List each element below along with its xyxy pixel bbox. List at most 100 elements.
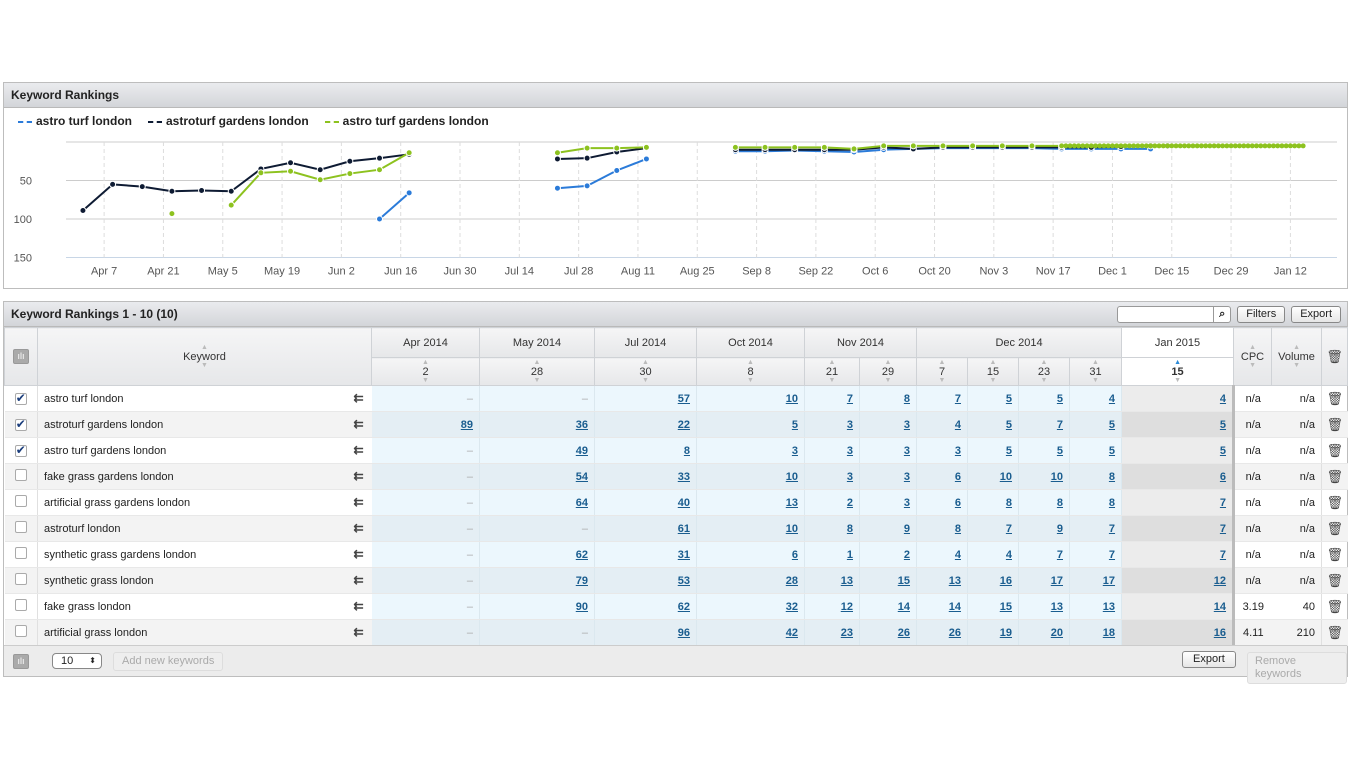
rank-link[interactable]: 8 — [1005, 496, 1012, 509]
row-checkbox[interactable] — [14, 469, 27, 481]
legend-item[interactable]: astro turf gardens london — [324, 114, 489, 128]
rank-link[interactable]: 6 — [954, 470, 961, 483]
trash-icon[interactable]: 🗑 — [1326, 468, 1344, 484]
rank-link[interactable]: 54 — [575, 470, 588, 483]
date-column-header[interactable]: ▲ 7 ▼ — [916, 357, 968, 386]
row-checkbox[interactable]: ✔ — [14, 442, 27, 457]
rank-link[interactable]: 26 — [948, 626, 961, 639]
rank-link[interactable]: 15 — [897, 574, 910, 587]
rank-link[interactable]: 17 — [1050, 574, 1063, 587]
rank-link[interactable]: 2 — [846, 496, 853, 509]
chart-toggle-icon[interactable]: ılı — [13, 349, 29, 364]
footer-export-button[interactable]: Export — [1182, 651, 1236, 668]
rank-link[interactable]: 6 — [954, 496, 961, 509]
rank-link[interactable]: 13 — [1050, 600, 1063, 613]
trash-icon[interactable]: 🗑 — [1326, 494, 1344, 510]
rank-link[interactable]: 10 — [785, 470, 798, 483]
search-icon[interactable]: ⌕ — [1213, 307, 1230, 322]
rank-link[interactable]: 61 — [677, 522, 690, 535]
keyword-search-input[interactable]: ⌕ — [1117, 306, 1232, 323]
row-checkbox[interactable] — [14, 495, 27, 507]
rank-link[interactable]: 62 — [575, 548, 588, 561]
rank-link[interactable]: 13 — [948, 574, 961, 587]
rank-link[interactable]: 5 — [1005, 392, 1012, 405]
rank-link[interactable]: 8 — [1056, 496, 1063, 509]
rank-link[interactable]: 7 — [1108, 548, 1116, 561]
rank-link[interactable]: 14 — [897, 600, 910, 613]
rank-link[interactable]: 36 — [575, 418, 588, 431]
rank-link[interactable]: 5 — [1056, 444, 1063, 457]
rank-link[interactable]: 10 — [785, 392, 798, 405]
keyword-details-icon[interactable]: ⇇ — [353, 495, 364, 509]
rank-link[interactable]: 62 — [677, 600, 690, 613]
keyword-details-icon[interactable]: ⇇ — [353, 443, 364, 457]
rank-link[interactable]: 3 — [903, 496, 910, 509]
trash-icon[interactable]: 🗑 — [1326, 572, 1344, 588]
rank-link[interactable]: 10 — [785, 522, 798, 535]
keyword-details-icon[interactable]: ⇇ — [353, 521, 364, 535]
trash-icon[interactable]: 🗑 — [1326, 520, 1344, 536]
date-column-header[interactable]: ▲ 2 ▼ — [371, 357, 480, 386]
trash-icon[interactable]: 🗑 — [1326, 390, 1344, 406]
rank-link[interactable]: 5 — [1005, 444, 1012, 457]
row-checkbox[interactable] — [14, 547, 27, 559]
keyword-details-icon[interactable]: ⇇ — [353, 391, 364, 405]
rank-link[interactable]: 7 — [1005, 522, 1012, 535]
rank-link[interactable]: 7 — [1219, 548, 1227, 561]
rank-link[interactable]: 3 — [846, 418, 853, 431]
rank-link[interactable]: 7 — [1219, 522, 1227, 535]
delete-all-header[interactable]: 🗑 — [1321, 327, 1349, 386]
rank-link[interactable]: 4 — [1108, 392, 1116, 405]
rank-link[interactable]: 7 — [1056, 548, 1063, 561]
rank-link[interactable]: 4 — [1005, 548, 1012, 561]
rank-link[interactable]: 23 — [840, 626, 853, 639]
row-checkbox[interactable]: ✔ — [14, 416, 27, 431]
rank-link[interactable]: 49 — [575, 444, 588, 457]
rank-link[interactable]: 6 — [1219, 470, 1227, 483]
rank-link[interactable]: 15 — [999, 600, 1012, 613]
rank-link[interactable]: 90 — [575, 600, 588, 613]
keyword-details-icon[interactable]: ⇇ — [353, 573, 364, 587]
rank-link[interactable]: 3 — [954, 444, 961, 457]
rank-link[interactable]: 12 — [1213, 574, 1227, 587]
remove-keywords-button[interactable]: Remove keywords — [1247, 652, 1347, 684]
rank-link[interactable]: 10 — [1050, 470, 1063, 483]
rank-link[interactable]: 2 — [903, 548, 910, 561]
date-column-header[interactable]: ▲ 28 ▼ — [479, 357, 595, 386]
trash-icon[interactable]: 🗑 — [1326, 442, 1344, 458]
rank-link[interactable]: 32 — [785, 600, 798, 613]
rank-link[interactable]: 7 — [954, 392, 961, 405]
rank-link[interactable]: 22 — [677, 418, 690, 431]
rank-link[interactable]: 42 — [785, 626, 798, 639]
rank-link[interactable]: 3 — [903, 418, 910, 431]
rank-link[interactable]: 17 — [1102, 574, 1116, 587]
add-new-keywords-button[interactable]: Add new keywords — [113, 652, 224, 671]
rank-link[interactable]: 40 — [677, 496, 690, 509]
keyword-details-icon[interactable]: ⇇ — [353, 625, 364, 639]
rank-link[interactable]: 57 — [677, 392, 690, 405]
rank-link[interactable]: 9 — [1056, 522, 1063, 535]
volume-column-header[interactable]: ▲ Volume ▼ — [1271, 327, 1323, 386]
date-column-header[interactable]: ▲ 8 ▼ — [696, 357, 805, 386]
filters-button[interactable]: Filters — [1237, 306, 1286, 323]
date-column-header[interactable]: ▲ 21 ▼ — [804, 357, 860, 386]
export-button[interactable]: Export — [1291, 306, 1341, 323]
rank-link[interactable]: 9 — [903, 522, 910, 535]
keyword-details-icon[interactable]: ⇇ — [353, 599, 364, 613]
rank-link[interactable]: 19 — [999, 626, 1012, 639]
rank-link[interactable]: 8 — [954, 522, 961, 535]
trash-icon[interactable]: 🗑 — [1326, 624, 1344, 640]
rank-link[interactable]: 33 — [677, 470, 690, 483]
row-checkbox[interactable] — [14, 573, 27, 585]
rank-link[interactable]: 96 — [677, 626, 690, 639]
row-checkbox[interactable] — [14, 521, 27, 533]
rank-link[interactable]: 13 — [840, 574, 853, 587]
trash-icon[interactable]: 🗑 — [1326, 546, 1344, 562]
rank-link[interactable]: 16 — [999, 574, 1012, 587]
rank-link[interactable]: 5 — [791, 418, 798, 431]
date-column-header[interactable]: ▲ 15 ▼ — [967, 357, 1019, 386]
page-size-select[interactable]: 10 ⬍ — [52, 653, 102, 669]
rank-link[interactable]: 18 — [1102, 626, 1116, 639]
rank-link[interactable]: 8 — [846, 522, 853, 535]
rank-link[interactable]: 14 — [948, 600, 961, 613]
